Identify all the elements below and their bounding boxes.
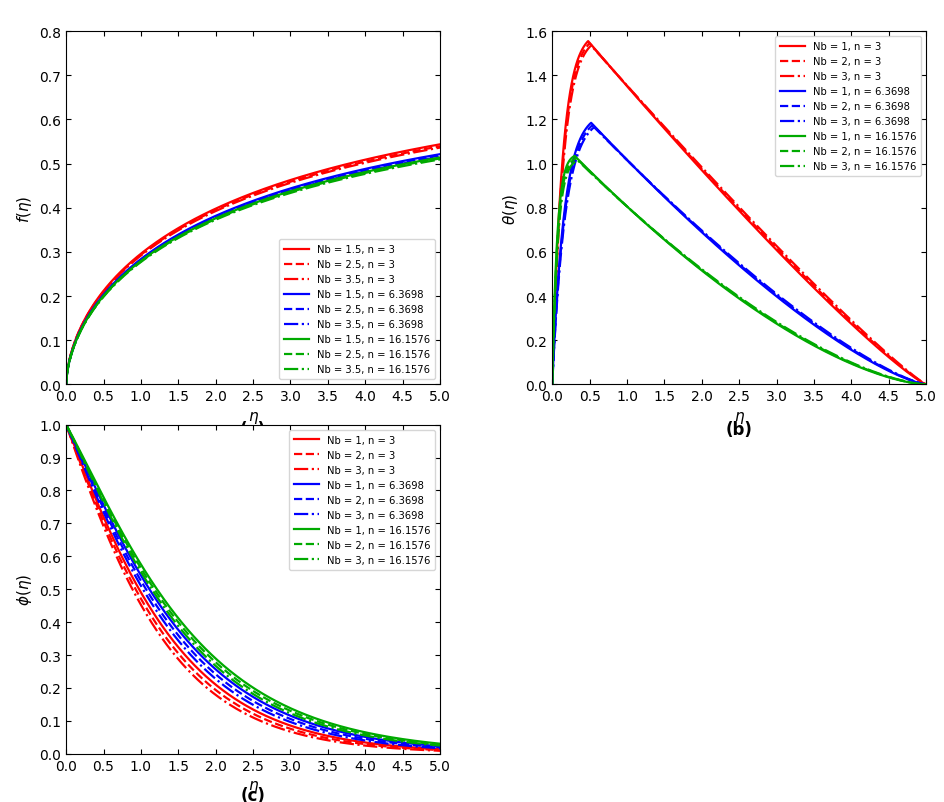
Legend: Nb = 1, n = 3, Nb = 2, n = 3, Nb = 3, n = 3, Nb = 1, n = 6.3698, Nb = 2, n = 6.3: Nb = 1, n = 3, Nb = 2, n = 3, Nb = 3, n …: [288, 430, 434, 570]
X-axis label: $\eta$: $\eta$: [247, 409, 259, 425]
Legend: Nb = 1.5, n = 3, Nb = 2.5, n = 3, Nb = 3.5, n = 3, Nb = 1.5, n = 6.3698, Nb = 2.: Nb = 1.5, n = 3, Nb = 2.5, n = 3, Nb = 3…: [278, 240, 434, 380]
Y-axis label: $\phi(\eta)$: $\phi(\eta)$: [15, 573, 34, 606]
Y-axis label: $\theta(\eta)$: $\theta(\eta)$: [500, 192, 519, 225]
Text: (c): (c): [241, 786, 265, 802]
Text: (b): (b): [725, 420, 751, 439]
Y-axis label: $f(\eta)$: $f(\eta)$: [15, 195, 34, 222]
Legend: Nb = 1, n = 3, Nb = 2, n = 3, Nb = 3, n = 3, Nb = 1, n = 6.3698, Nb = 2, n = 6.3: Nb = 1, n = 3, Nb = 2, n = 3, Nb = 3, n …: [774, 37, 920, 177]
X-axis label: $\eta$: $\eta$: [247, 778, 259, 794]
Text: (a): (a): [240, 420, 266, 439]
X-axis label: $\eta$: $\eta$: [733, 409, 744, 425]
